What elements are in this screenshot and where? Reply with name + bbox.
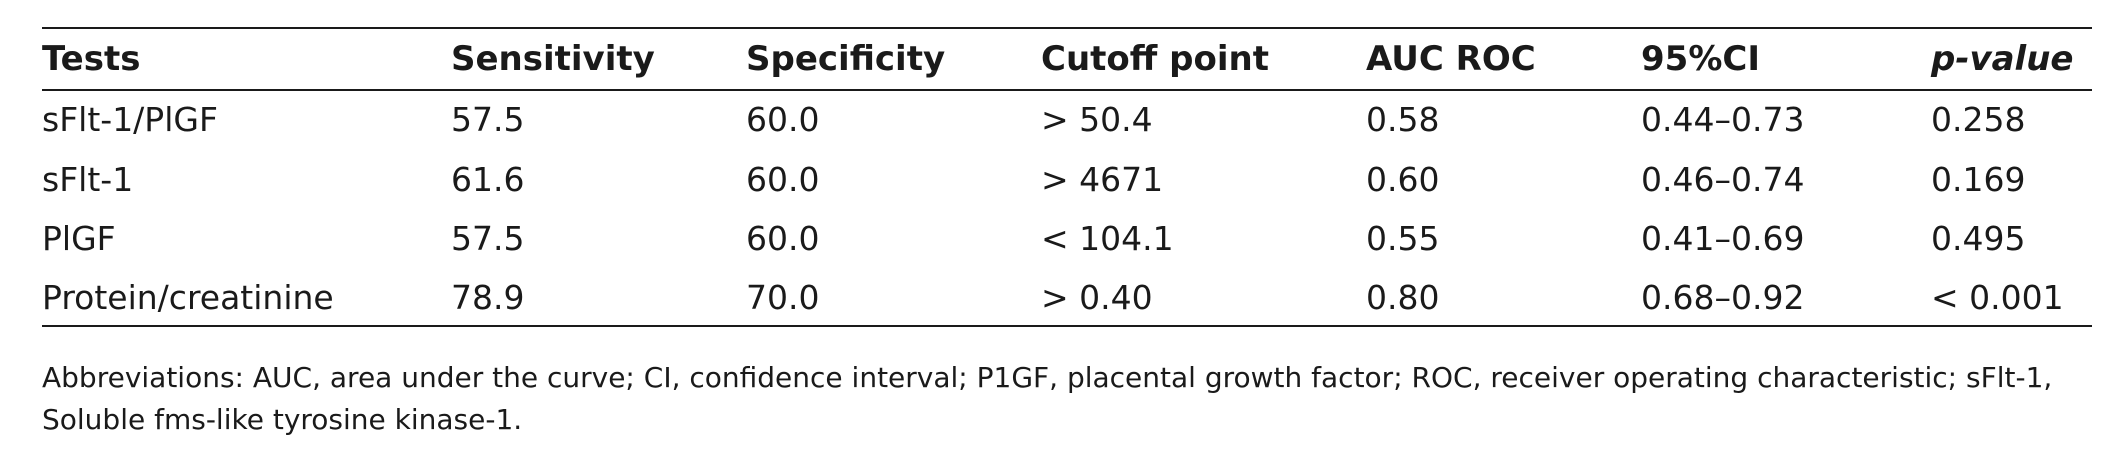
- cell-p-value: 0.495: [1931, 219, 2026, 258]
- table-row: PlGF 57.5 60.0 < 104.1 0.55 0.41–0.69 0.…: [42, 209, 2092, 268]
- cell-95ci: 0.44–0.73: [1641, 100, 1805, 139]
- cell-auc-roc: 0.58: [1366, 100, 1440, 139]
- header-p-value: p-value: [1931, 39, 2074, 79]
- cell-95ci: 0.46–0.74: [1641, 160, 1805, 199]
- cell-test: sFlt-1: [42, 160, 134, 199]
- table-bottom-rule: [42, 325, 2092, 327]
- cell-sensitivity: 57.5: [451, 100, 525, 139]
- cell-sensitivity: 57.5: [451, 219, 525, 258]
- table-header-row: Tests Sensitivity Specificity Cutoff poi…: [42, 29, 2092, 89]
- cell-specificity: 70.0: [746, 278, 820, 317]
- cell-specificity: 60.0: [746, 160, 820, 199]
- cell-auc-roc: 0.60: [1366, 160, 1440, 199]
- table-row: sFlt-1/PlGF 57.5 60.0 > 50.4 0.58 0.44–0…: [42, 89, 2092, 150]
- header-tests: Tests: [42, 39, 141, 79]
- header-sensitivity: Sensitivity: [451, 39, 655, 79]
- cell-p-value: < 0.001: [1931, 278, 2064, 317]
- cell-test: Protein/creatinine: [42, 278, 334, 317]
- cell-cutoff-point: > 4671: [1041, 160, 1164, 199]
- header-auc-roc: AUC ROC: [1366, 39, 1536, 79]
- header-specificity: Specificity: [746, 39, 946, 79]
- footnote-line: Abbreviations: AUC, area under the curve…: [42, 361, 2053, 394]
- cell-95ci: 0.41–0.69: [1641, 219, 1805, 258]
- table-footnote: Abbreviations: AUC, area under the curve…: [42, 357, 2102, 441]
- cell-p-value: 0.258: [1931, 100, 2026, 139]
- cell-specificity: 60.0: [746, 219, 820, 258]
- cell-sensitivity: 78.9: [451, 278, 525, 317]
- table-header-rule: [42, 89, 2092, 91]
- cell-auc-roc: 0.80: [1366, 278, 1440, 317]
- cell-p-value: 0.169: [1931, 160, 2026, 199]
- header-95ci: 95%CI: [1641, 39, 1760, 79]
- cell-test: sFlt-1/PlGF: [42, 100, 218, 139]
- cell-cutoff-point: < 104.1: [1041, 219, 1174, 258]
- cell-cutoff-point: > 50.4: [1041, 100, 1153, 139]
- cell-auc-roc: 0.55: [1366, 219, 1440, 258]
- cell-95ci: 0.68–0.92: [1641, 278, 1805, 317]
- header-cutoff-point: Cutoff point: [1041, 39, 1269, 79]
- cell-sensitivity: 61.6: [451, 160, 525, 199]
- footnote-line: Soluble fms-like tyrosine kinase-1.: [42, 403, 523, 436]
- table-top-rule: [42, 27, 2092, 29]
- cell-specificity: 60.0: [746, 100, 820, 139]
- cell-cutoff-point: > 0.40: [1041, 278, 1153, 317]
- table-row: Protein/creatinine 78.9 70.0 > 0.40 0.80…: [42, 268, 2092, 327]
- cell-test: PlGF: [42, 219, 116, 258]
- results-table: Tests Sensitivity Specificity Cutoff poi…: [42, 29, 2092, 327]
- table-row: sFlt-1 61.6 60.0 > 4671 0.60 0.46–0.74 0…: [42, 150, 2092, 209]
